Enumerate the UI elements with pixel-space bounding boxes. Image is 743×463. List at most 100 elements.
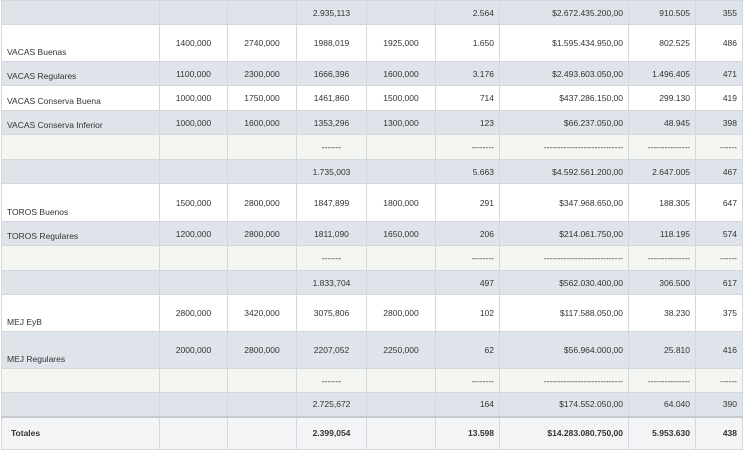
kg-cell: 64.040: [628, 392, 696, 417]
kg-cell: 25.810: [628, 331, 696, 369]
table-row: 2.935,113 2.564 $2.672.435.200,00 910.505 35…: [1, 0, 743, 25]
kg-avg-cell: 416: [695, 331, 743, 369]
avg-cell: 1.735,003: [296, 159, 367, 184]
max-cell: 2300,000: [227, 61, 297, 86]
min-cell: 1400,000: [159, 24, 228, 62]
kg-avg-cell: 390: [695, 392, 743, 417]
amount-cell: $214.061.750,00: [499, 221, 629, 246]
table-row: MEJ EyB 2800,000 3420,000 3075,806 2800,000 1…: [1, 294, 743, 332]
category-cell: [1, 270, 160, 295]
category-cell: [1, 245, 160, 271]
kg-cell: ---------------: [628, 245, 696, 271]
table-row: VACAS Regulares 1100,000 2300,000 1666,396 1…: [1, 61, 743, 86]
kg-avg-cell: 419: [695, 85, 743, 111]
table-row: 2.725,672 164 $174.552.050,00 64.040 390: [1, 392, 743, 417]
max-cell: [227, 0, 297, 25]
min-cell: [159, 270, 228, 295]
amount-cell: ----------------------------: [499, 368, 629, 393]
category-cell: [1, 134, 160, 160]
quantity-cell: 3.176: [435, 61, 500, 86]
avg-cell: 2207,052: [296, 331, 367, 369]
avg-cell: 1461,860: [296, 85, 367, 111]
avg-cell: -------: [296, 134, 367, 160]
max-cell: [227, 368, 297, 393]
avg-cell: 1988,019: [296, 24, 367, 62]
amount-cell: $4.592.561.200,00: [499, 159, 629, 184]
category-cell: [1, 392, 160, 417]
avg-cell: 2.725,672: [296, 392, 367, 417]
avg-cell: -------: [296, 368, 367, 393]
category-cell: TOROS Regulares: [1, 221, 160, 246]
amount-cell: $562.030.400,00: [499, 270, 629, 295]
mode-cell: [366, 368, 436, 393]
min-cell: [159, 245, 228, 271]
category-cell: MEJ EyB: [1, 294, 160, 332]
data-table: 2.935,113 2.564 $2.672.435.200,00 910.505 35…: [1, 0, 743, 450]
min-cell: 1000,000: [159, 85, 228, 111]
min-cell: [159, 368, 228, 393]
totals-min-cell: [159, 415, 228, 450]
amount-cell: $66.237.050,00: [499, 110, 629, 135]
category-cell: VACAS Conserva Buena: [1, 85, 160, 111]
kg-avg-cell: ------: [695, 368, 743, 393]
min-cell: 1100,000: [159, 61, 228, 86]
quantity-cell: 1.650: [435, 24, 500, 62]
mode-cell: [366, 392, 436, 417]
category-cell: VACAS Buenas: [1, 24, 160, 62]
avg-cell: 2.935,113: [296, 0, 367, 25]
quantity-cell: 5.663: [435, 159, 500, 184]
max-cell: [227, 392, 297, 417]
max-cell: [227, 245, 297, 271]
max-cell: [227, 270, 297, 295]
kg-avg-cell: 467: [695, 159, 743, 184]
mode-cell: 1650,000: [366, 221, 436, 246]
table-row: VACAS Conserva Inferior 1000,000 1600,000 1…: [1, 110, 743, 135]
category-cell: [1, 368, 160, 393]
kg-cell: ---------------: [628, 368, 696, 393]
kg-cell: 306.500: [628, 270, 696, 295]
max-cell: [227, 159, 297, 184]
min-cell: 1000,000: [159, 110, 228, 135]
amount-cell: $347.968.650,00: [499, 183, 629, 222]
min-cell: [159, 159, 228, 184]
kg-avg-cell: 574: [695, 221, 743, 246]
mode-cell: 1300,000: [366, 110, 436, 135]
avg-cell: 1666,396: [296, 61, 367, 86]
mode-cell: [366, 270, 436, 295]
amount-cell: $56.964.000,00: [499, 331, 629, 369]
amount-cell: $117.588.050,00: [499, 294, 629, 332]
quantity-cell: 714: [435, 85, 500, 111]
quantity-cell: 164: [435, 392, 500, 417]
quantity-cell: 206: [435, 221, 500, 246]
max-cell: [227, 134, 297, 160]
table-row: VACAS Buenas 1400,000 2740,000 1988,019 1925…: [1, 24, 743, 62]
totals-label: Totales: [1, 415, 160, 450]
avg-cell: 1.833,704: [296, 270, 367, 295]
kg-avg-cell: 471: [695, 61, 743, 86]
max-cell: 2800,000: [227, 183, 297, 222]
totals-kg-cell: 5.953.630: [628, 415, 696, 450]
kg-avg-cell: 486: [695, 24, 743, 62]
amount-cell: $437.286.150,00: [499, 85, 629, 111]
table-row: ------- -------- -------------------------…: [1, 368, 743, 393]
totals-max-cell: [227, 415, 297, 450]
max-cell: 2800,000: [227, 221, 297, 246]
quantity-cell: --------: [435, 134, 500, 160]
mode-cell: 2250,000: [366, 331, 436, 369]
min-cell: [159, 392, 228, 417]
table-row: ------- -------- -------------------------…: [1, 134, 743, 160]
totals-kg-avg-cell: 438: [695, 415, 743, 450]
kg-avg-cell: ------: [695, 134, 743, 160]
kg-cell: 2.647.005: [628, 159, 696, 184]
mode-cell: 1800,000: [366, 183, 436, 222]
quantity-cell: 123: [435, 110, 500, 135]
kg-cell: 188.305: [628, 183, 696, 222]
max-cell: 1750,000: [227, 85, 297, 111]
amount-cell: $174.552.050,00: [499, 392, 629, 417]
quantity-cell: 102: [435, 294, 500, 332]
mode-cell: [366, 0, 436, 25]
table-row: TOROS Buenos 1500,000 2800,000 1847,899 1800…: [1, 183, 743, 222]
table-row: MEJ Regulares 2000,000 2800,000 2207,052 225…: [1, 331, 743, 369]
quantity-cell: 291: [435, 183, 500, 222]
max-cell: 1600,000: [227, 110, 297, 135]
